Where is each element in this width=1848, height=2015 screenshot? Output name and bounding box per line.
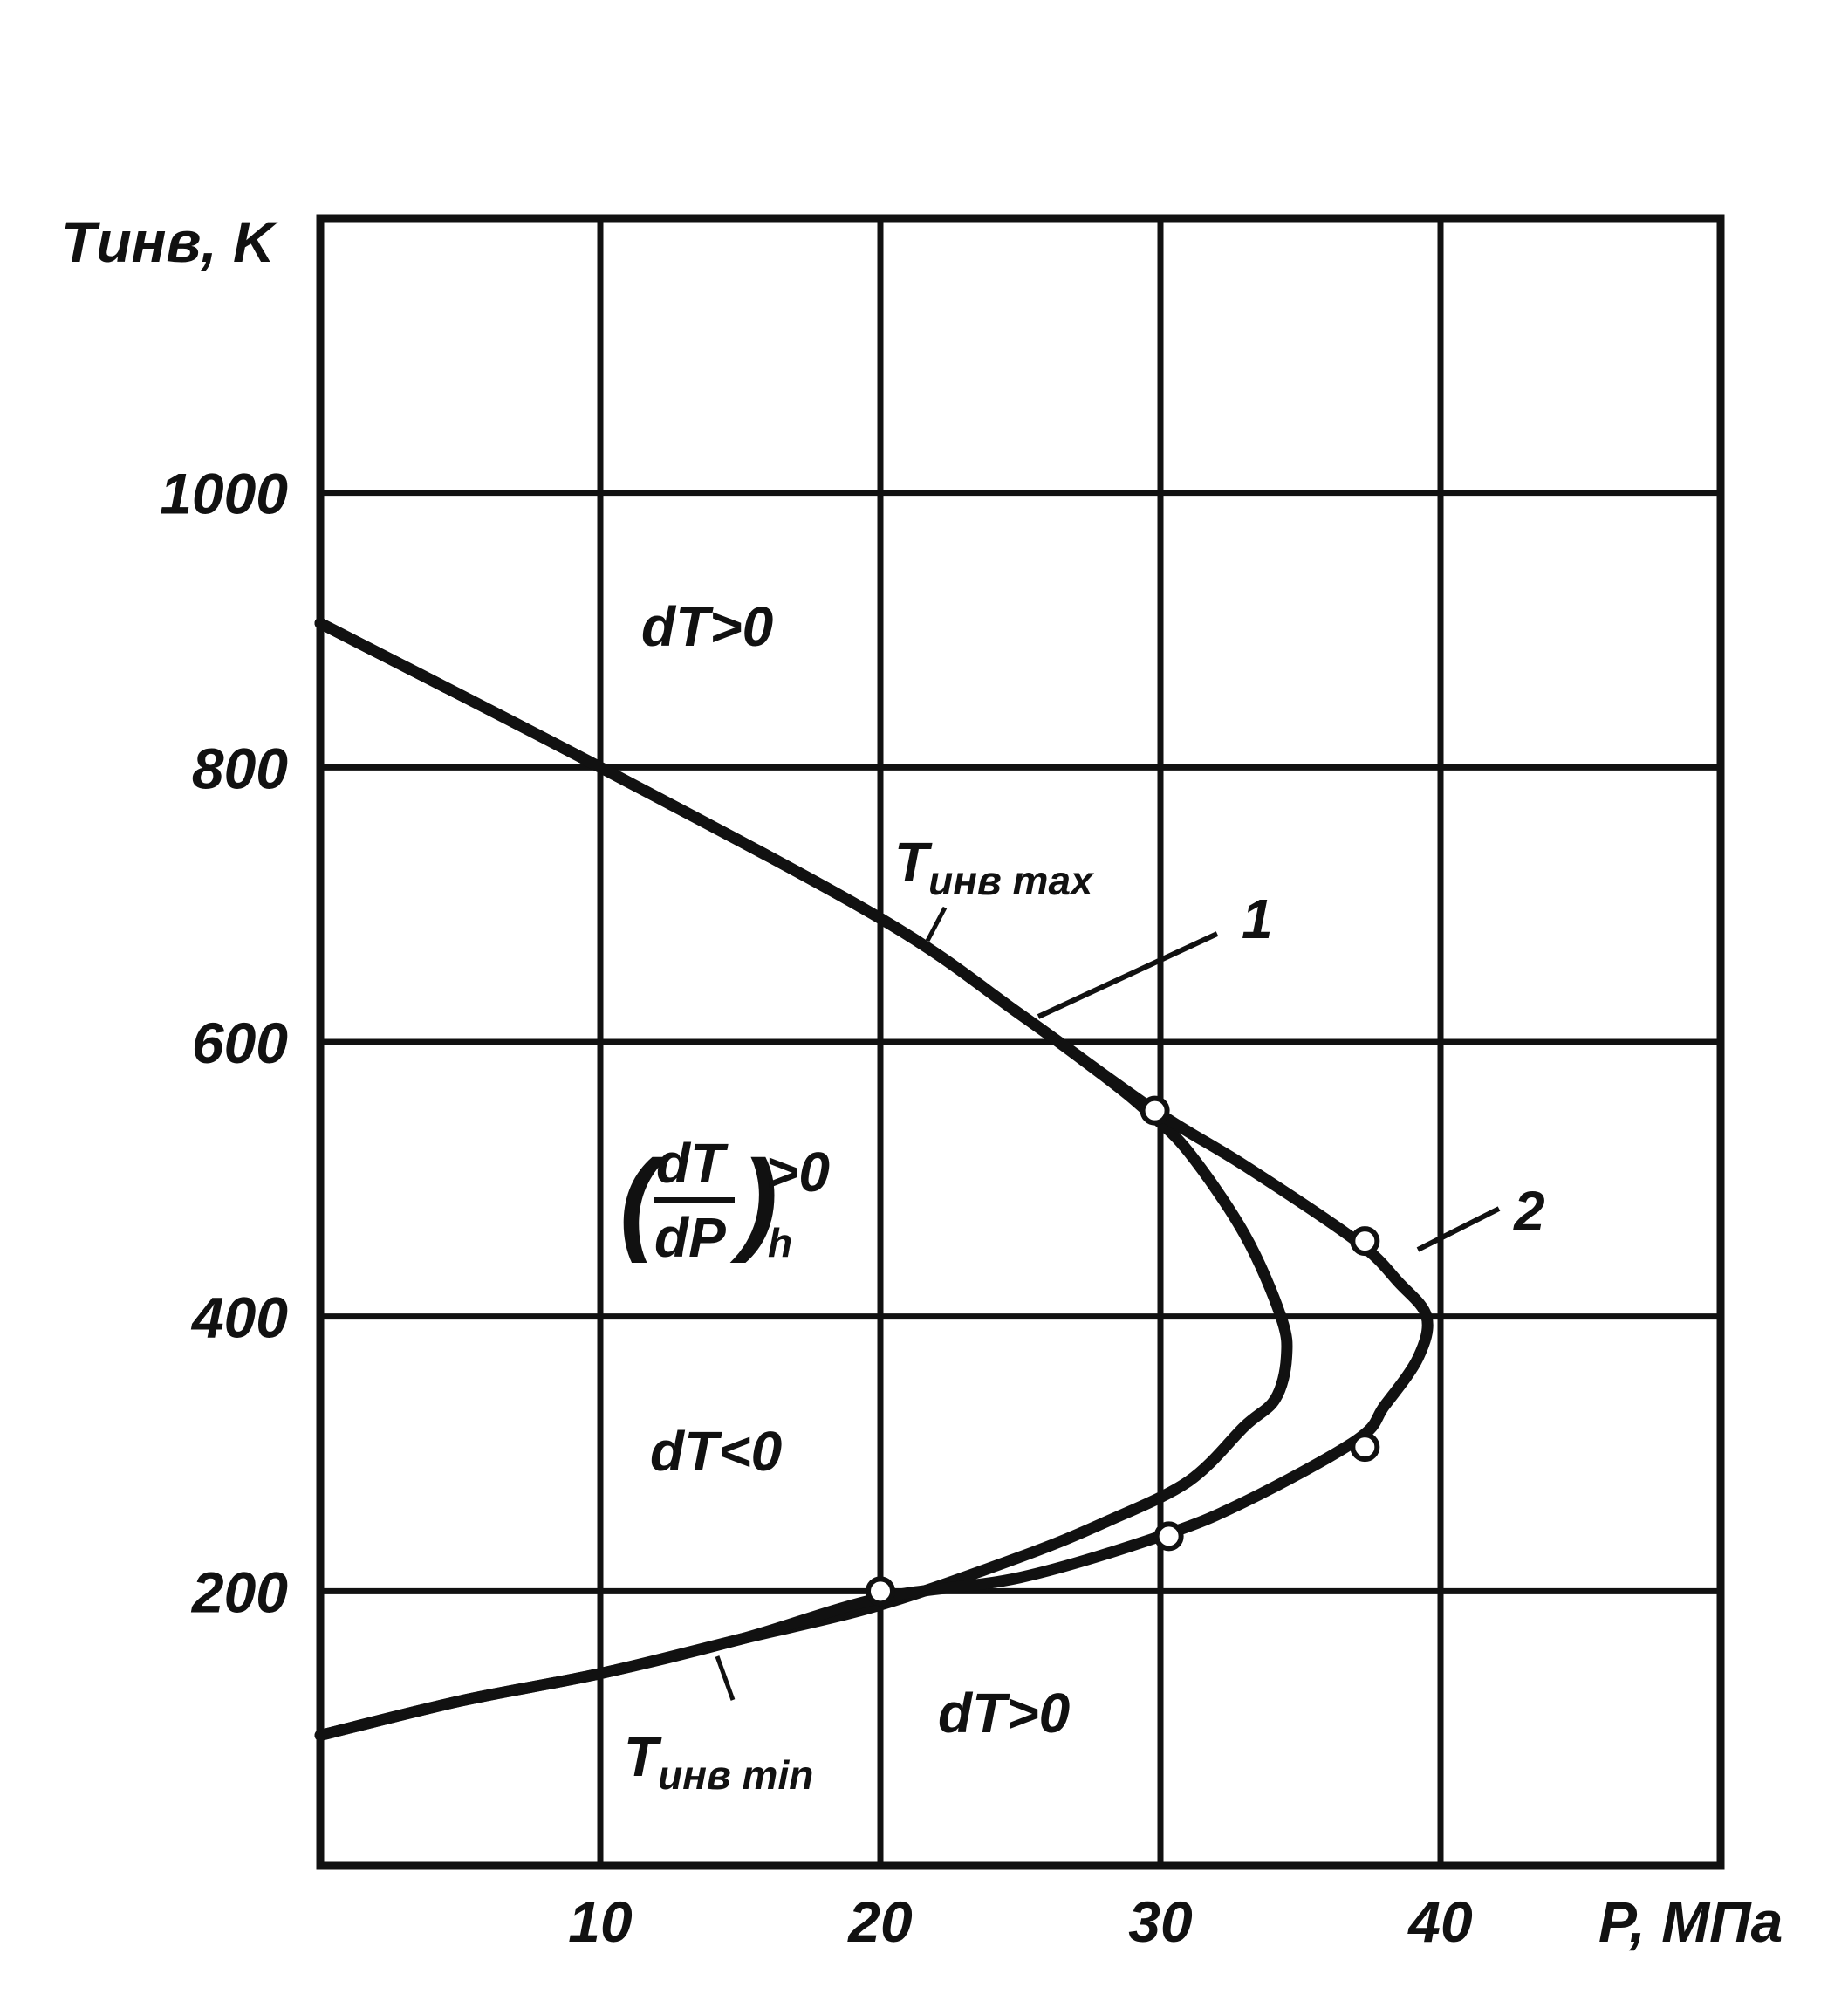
derivative-subscript: h — [768, 1220, 792, 1265]
derivative-label: ( dT dP ) h >0 — [619, 1132, 830, 1269]
tmax-label: Tинв max — [894, 831, 1095, 903]
grid — [320, 218, 1721, 1866]
x-axis-label: P, МПа — [1598, 1889, 1783, 1954]
tmin-label-main: T — [624, 1725, 662, 1788]
tmin-leader — [715, 1655, 736, 1701]
series-line-2 — [314, 617, 1434, 1741]
derivative-numerator: dT — [656, 1132, 729, 1195]
plot-frame — [316, 214, 1725, 1870]
data-point-marker — [1350, 1432, 1380, 1463]
y-tick-label: 800 — [192, 736, 288, 800]
y-tick-label: 1000 — [160, 462, 288, 526]
x-tick-label: 30 — [1128, 1889, 1193, 1954]
curves — [314, 617, 1434, 1741]
y-tick-label: 400 — [190, 1285, 288, 1350]
y-tick-label: 600 — [192, 1011, 288, 1075]
curve-1-label: 1 — [1242, 888, 1273, 950]
y-tick-label: 200 — [190, 1559, 288, 1624]
derivative-denominator: dP — [654, 1206, 726, 1269]
tmax-leader — [925, 906, 948, 942]
markers — [866, 1095, 1380, 1607]
tmin-label-sub: инв min — [658, 1752, 813, 1798]
derivative-relation: >0 — [766, 1141, 830, 1203]
y-axis-label: Tинв, K — [61, 209, 278, 274]
region-label-middle: dT<0 — [650, 1420, 782, 1483]
region-label-top: dT>0 — [641, 595, 773, 658]
data-point-marker — [866, 1576, 895, 1607]
data-point-marker — [1140, 1095, 1170, 1126]
data-point-marker — [1153, 1521, 1184, 1552]
tmax-label-sub: инв max — [928, 858, 1095, 903]
curve-1-leader — [1037, 931, 1219, 1019]
curve-2-label: 2 — [1513, 1180, 1545, 1243]
data-point-marker — [1350, 1226, 1380, 1257]
tmax-label-main: T — [894, 831, 933, 894]
tmin-label: Tинв min — [624, 1725, 813, 1798]
x-tick-label: 40 — [1407, 1889, 1473, 1954]
x-tick-label: 20 — [846, 1889, 913, 1954]
tick-labels: 10 20 30 40 200 400 600 800 1000 — [160, 462, 1473, 1954]
curve-2-leader — [1416, 1206, 1501, 1252]
region-label-bottom: dT>0 — [938, 1682, 1070, 1744]
x-tick-label: 10 — [568, 1889, 633, 1954]
